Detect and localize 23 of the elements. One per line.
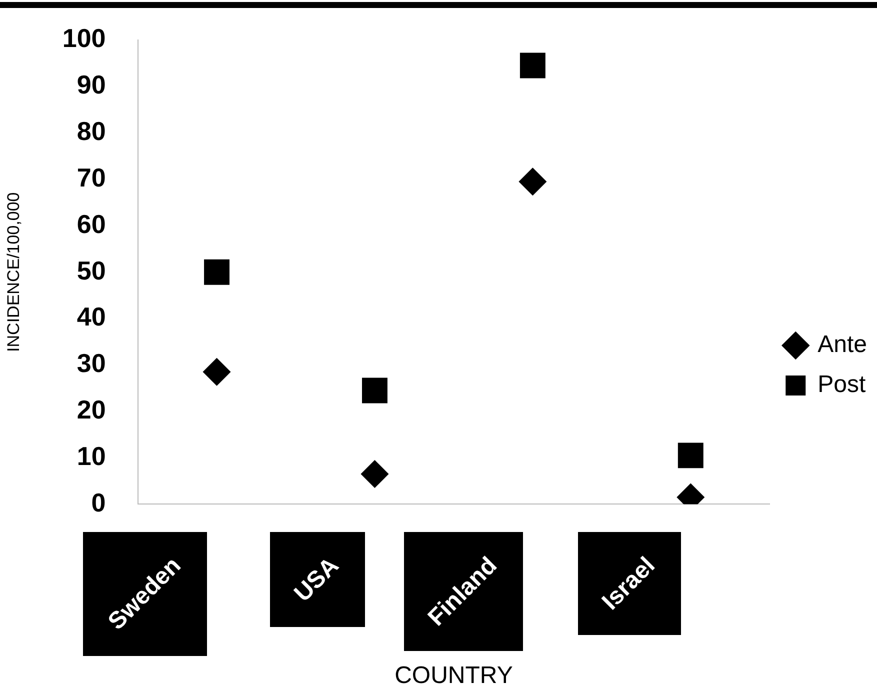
y-tick-label: 30 — [76, 348, 106, 378]
y-tick-label: 90 — [76, 70, 106, 100]
legend-label: Ante — [818, 331, 868, 358]
legend-label: Post — [818, 371, 866, 398]
y-tick-label: 20 — [76, 394, 106, 425]
point — [362, 378, 388, 404]
point — [202, 358, 231, 386]
x-axis-title: COUNTRY — [394, 662, 513, 690]
y-tick-label: 70 — [76, 162, 106, 192]
point — [678, 442, 704, 468]
point — [360, 460, 389, 488]
y-tick-label: 0 — [91, 487, 106, 518]
point — [520, 52, 546, 78]
y-tick-label: 80 — [76, 116, 106, 146]
y-tick-label: 40 — [76, 302, 106, 332]
y-tick-label: 100 — [62, 23, 106, 54]
y-tick-label: 50 — [76, 255, 106, 286]
y-axis-title: INCIDENCE/100,000 — [4, 192, 23, 352]
point — [518, 168, 547, 196]
x-tick-label: USA — [289, 552, 346, 608]
y-tick-label: 10 — [76, 440, 106, 471]
y-tick-label: 60 — [76, 208, 106, 239]
point — [204, 259, 230, 285]
